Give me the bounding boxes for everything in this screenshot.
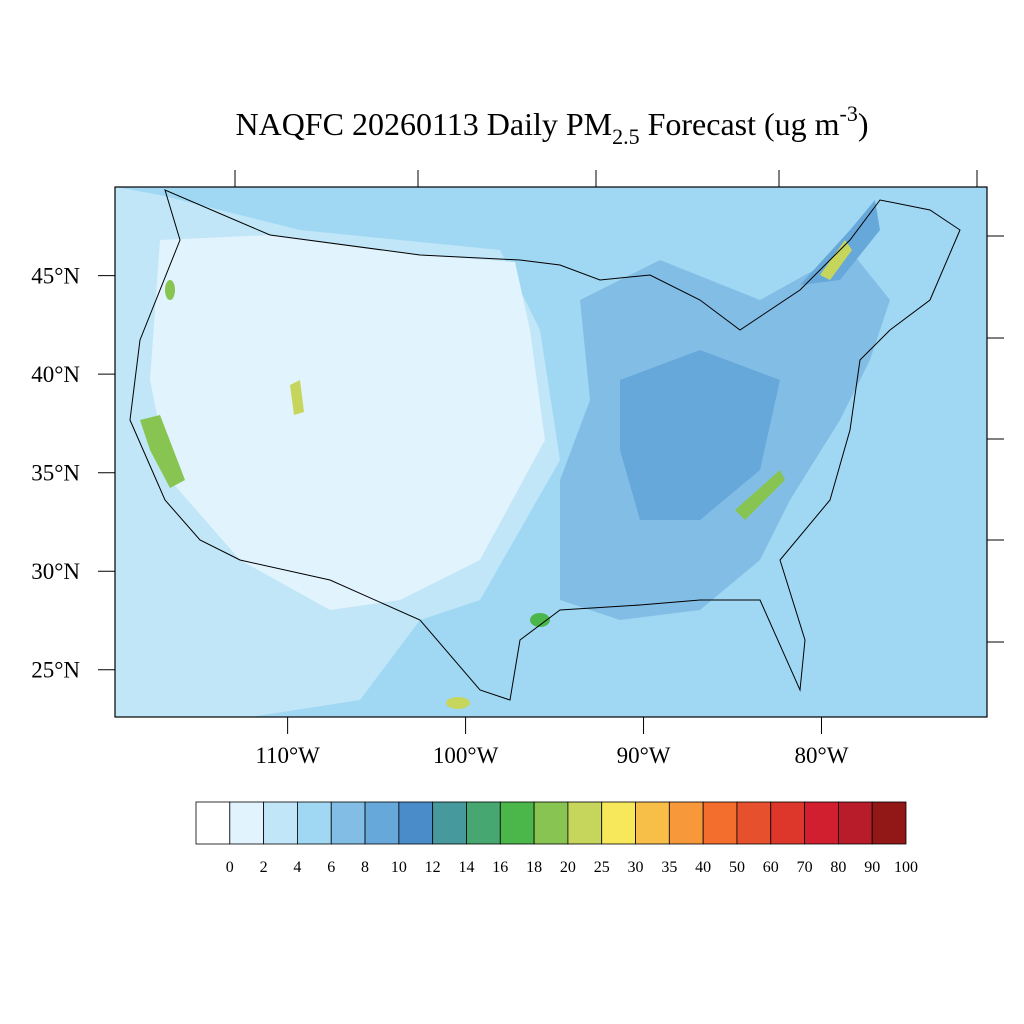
colorbar-label: 40	[695, 859, 711, 876]
colorbar-label: 14	[458, 859, 474, 876]
title-mid: Forecast (ug m	[640, 106, 840, 142]
x-tick-label: 100°W	[433, 743, 499, 768]
colorbar-label: 20	[560, 859, 576, 876]
colorbar-label: 30	[628, 859, 644, 876]
colorbar-box	[567, 801, 603, 845]
colorbar-box	[770, 801, 805, 845]
land-light	[150, 235, 545, 610]
y-tick-label: 45°N	[31, 264, 80, 289]
colorbar-label: 35	[661, 859, 677, 876]
colorbar-box	[466, 801, 501, 845]
frame-ticks	[234, 170, 1004, 643]
st-lawrence	[800, 200, 880, 285]
title: NAQFC 20260113 Daily PM2.5 Forecast (ug …	[235, 101, 868, 149]
title-end: )	[858, 106, 869, 142]
colorbar-box	[702, 801, 738, 845]
x-tick-label: 90°W	[617, 743, 671, 768]
colorbar-box	[330, 801, 366, 845]
colorbar-label: 100	[894, 859, 918, 876]
hotspot-southeast	[735, 470, 785, 520]
colorbar-box	[601, 801, 636, 845]
colorbar-box	[871, 801, 907, 845]
colorbar-box	[668, 801, 704, 845]
colorbar-label: 18	[526, 859, 542, 876]
colorbar-label: 90	[864, 859, 880, 876]
colorbar-box	[533, 801, 569, 845]
hotspot-utah	[290, 380, 304, 415]
colorbar-box	[297, 801, 332, 845]
map	[114, 170, 1004, 718]
colorbar-label: 4	[293, 859, 301, 876]
colorbar-label: 12	[425, 859, 441, 876]
colorbar-label: 0	[226, 859, 234, 876]
colorbar-box	[432, 801, 467, 845]
colorbar-label: 10	[391, 859, 407, 876]
colorbar-label: 60	[763, 859, 779, 876]
colorbar-box	[635, 801, 670, 845]
ohio-valley	[620, 350, 780, 520]
colorbar-box	[398, 801, 434, 845]
colorbar-label: 16	[492, 859, 508, 876]
colorbar-label: 80	[830, 859, 846, 876]
hotspot-oregon	[165, 280, 175, 300]
x-tick-label: 110°W	[255, 743, 320, 768]
colorbar-box	[499, 801, 535, 845]
hotspot-mexico	[446, 697, 470, 709]
title-sup: -3	[840, 101, 858, 126]
colorbar-label: 50	[729, 859, 745, 876]
colorbar-box	[263, 801, 298, 845]
colorbar-box	[364, 801, 400, 845]
title-sub: 2.5	[612, 124, 640, 149]
colorbar-box	[736, 801, 772, 845]
colorbar-label: 25	[594, 859, 610, 876]
colorbar-box	[804, 801, 839, 845]
map-frame	[114, 186, 988, 718]
y-tick-label: 35°N	[31, 461, 80, 486]
colorbar-label: 70	[797, 859, 813, 876]
colorbar-box	[195, 801, 231, 845]
colorbar-box	[229, 801, 265, 845]
colorbar-box	[837, 801, 873, 845]
colorbar-label: 2	[260, 859, 268, 876]
y-tick-label: 40°N	[31, 362, 80, 387]
x-tick-label: 80°W	[795, 743, 849, 768]
hotspot-california	[140, 415, 185, 488]
y-tick-label: 25°N	[31, 658, 80, 683]
hotspot-texas	[530, 613, 550, 627]
coastline	[129, 189, 961, 701]
title-main: NAQFC 20260113 Daily PM	[235, 106, 612, 142]
colorbar-label: 6	[327, 859, 335, 876]
colorbar-label: 8	[361, 859, 369, 876]
y-tick-label: 30°N	[31, 559, 80, 584]
hotspot-quebec	[820, 240, 852, 280]
